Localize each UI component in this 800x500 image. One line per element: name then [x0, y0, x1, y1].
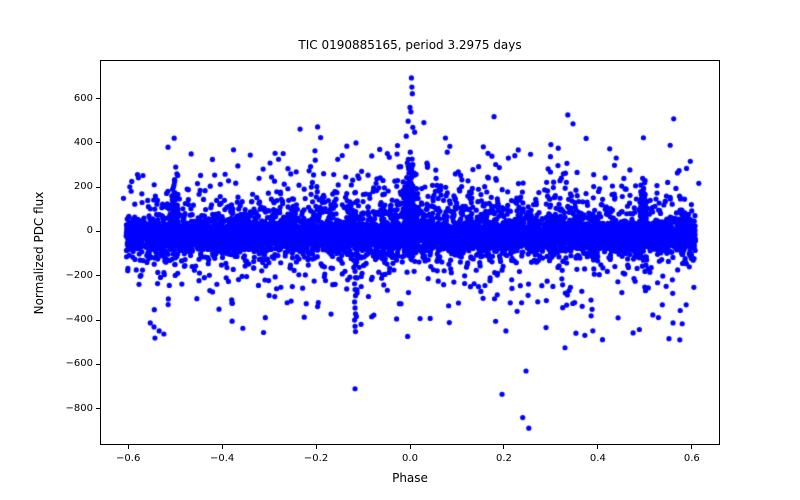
x-tick-mark [221, 445, 223, 449]
y-tick-label: 0 [86, 225, 93, 237]
y-tick-label: −800 [65, 402, 93, 414]
y-tick-label: 400 [73, 136, 93, 148]
x-tick-mark [691, 445, 693, 449]
y-axis-label: Normalized PDC flux [32, 191, 46, 315]
y-tick-label: 600 [73, 92, 93, 104]
x-tick-label: 0.0 [402, 453, 418, 464]
x-tick-mark [127, 445, 129, 449]
x-tick-label: 0.4 [589, 453, 606, 464]
x-tick-mark [409, 445, 411, 449]
x-tick-mark [315, 445, 317, 449]
y-tick-mark [96, 186, 100, 188]
scatter-points-canvas [100, 60, 720, 445]
y-tick-mark [96, 319, 100, 321]
y-tick-label: −200 [65, 269, 93, 281]
y-tick-label: −400 [65, 314, 93, 326]
chart-title: TIC 0190885165, period 3.2975 days [298, 38, 522, 52]
x-tick-label: 0.6 [683, 453, 700, 464]
y-tick-mark [96, 275, 100, 277]
x-tick-mark [597, 445, 599, 449]
x-axis-label: Phase [392, 471, 428, 485]
y-tick-mark [96, 408, 100, 410]
x-tick-label: −0.4 [209, 453, 235, 464]
y-tick-mark [96, 230, 100, 232]
y-tick-label: 200 [73, 181, 93, 193]
x-tick-label: −0.6 [116, 453, 141, 464]
y-tick-mark [96, 98, 100, 100]
y-tick-mark [96, 363, 100, 365]
x-tick-mark [503, 445, 505, 449]
y-tick-mark [96, 142, 100, 144]
x-tick-label: 0.2 [495, 453, 512, 464]
y-tick-label: −600 [65, 358, 93, 370]
x-tick-label: −0.2 [303, 453, 329, 464]
